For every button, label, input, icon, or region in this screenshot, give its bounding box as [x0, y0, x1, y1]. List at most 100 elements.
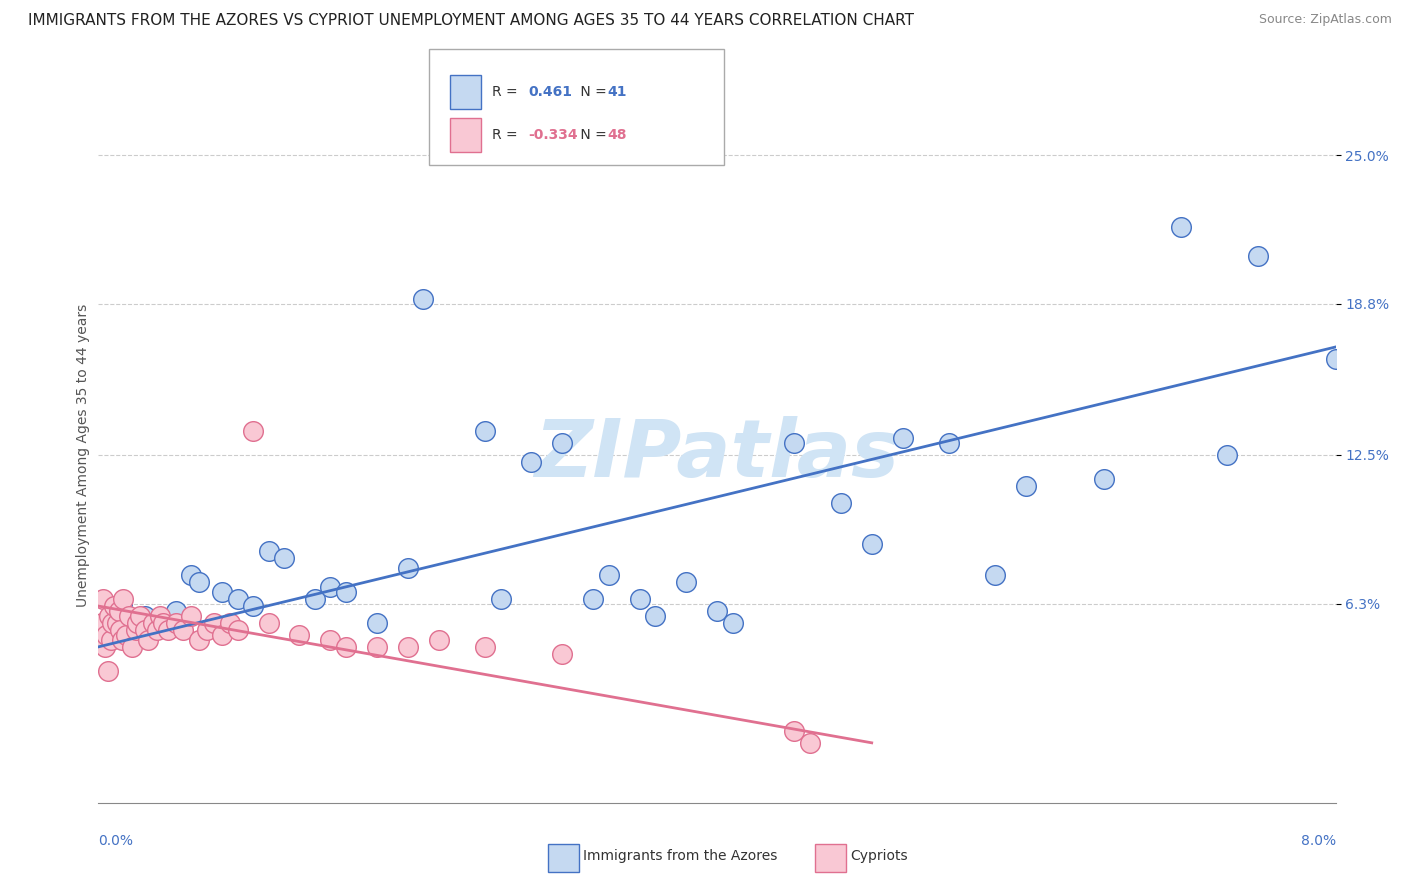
Point — [146, 623, 169, 637]
Point — [101, 615, 124, 630]
Point — [304, 591, 326, 606]
Point — [628, 591, 651, 606]
Point — [1092, 472, 1115, 486]
Point — [195, 623, 218, 637]
Point — [103, 599, 125, 613]
Point — [520, 455, 543, 469]
Point — [319, 580, 342, 594]
Text: 0.0%: 0.0% — [98, 834, 134, 848]
Point — [551, 436, 574, 450]
Point — [108, 623, 131, 637]
Point — [134, 623, 156, 637]
Point — [551, 647, 574, 661]
Point — [219, 615, 242, 630]
Point — [129, 608, 152, 623]
Point — [1247, 249, 1270, 263]
Text: Cypriots: Cypriots — [851, 849, 908, 863]
Point — [938, 436, 960, 450]
Text: 41: 41 — [607, 85, 627, 99]
Text: 0.461: 0.461 — [529, 85, 572, 99]
Point — [118, 615, 141, 630]
Point — [97, 664, 120, 678]
Point — [180, 608, 202, 623]
Point — [242, 424, 264, 438]
Point — [984, 567, 1007, 582]
Point — [273, 551, 295, 566]
Point — [180, 567, 202, 582]
Point — [127, 615, 149, 630]
Point — [427, 632, 450, 647]
Point — [157, 623, 180, 637]
Point — [165, 615, 187, 630]
Point — [366, 615, 388, 630]
Text: R =: R = — [492, 85, 522, 99]
Point — [112, 591, 135, 606]
Point — [100, 632, 122, 647]
Text: Immigrants from the Azores: Immigrants from the Azores — [583, 849, 778, 863]
Point — [644, 608, 666, 623]
Point — [211, 584, 233, 599]
Point — [366, 640, 388, 654]
Point — [598, 567, 620, 582]
Text: N =: N = — [576, 85, 612, 99]
Point — [226, 591, 249, 606]
Point — [111, 597, 132, 611]
Point — [474, 640, 496, 654]
Point — [319, 632, 342, 647]
Point — [783, 436, 806, 450]
Point — [90, 615, 112, 630]
Point — [96, 628, 118, 642]
Point — [226, 623, 249, 637]
Point — [396, 640, 419, 654]
Text: Source: ZipAtlas.com: Source: ZipAtlas.com — [1258, 13, 1392, 27]
Y-axis label: Unemployment Among Ages 35 to 44 years: Unemployment Among Ages 35 to 44 years — [76, 303, 90, 607]
Text: -0.334: -0.334 — [529, 128, 578, 142]
Text: R =: R = — [492, 128, 522, 142]
Point — [675, 575, 697, 590]
Point — [204, 615, 226, 630]
Point — [242, 599, 264, 613]
Point — [860, 537, 883, 551]
Point — [124, 623, 146, 637]
Point — [335, 584, 357, 599]
Point — [105, 615, 128, 630]
Point — [93, 640, 115, 654]
Point — [474, 424, 496, 438]
Point — [111, 632, 132, 647]
Point — [188, 632, 211, 647]
Point — [152, 615, 174, 630]
Text: ZIPatlas: ZIPatlas — [534, 416, 900, 494]
Text: IMMIGRANTS FROM THE AZORES VS CYPRIOT UNEMPLOYMENT AMONG AGES 35 TO 44 YEARS COR: IMMIGRANTS FROM THE AZORES VS CYPRIOT UN… — [28, 13, 914, 29]
Point — [165, 604, 187, 618]
Point — [172, 623, 194, 637]
Point — [149, 608, 172, 623]
Point — [891, 431, 914, 445]
Point — [211, 628, 233, 642]
Point — [412, 292, 434, 306]
Point — [706, 604, 728, 618]
Point — [134, 608, 156, 623]
Point — [799, 736, 821, 750]
Point — [115, 628, 138, 642]
Point — [257, 544, 280, 558]
Point — [830, 496, 852, 510]
Point — [121, 640, 143, 654]
Point — [1170, 219, 1192, 234]
Point — [107, 604, 129, 618]
Point — [98, 608, 121, 623]
Point — [257, 615, 280, 630]
Point — [141, 615, 165, 630]
Point — [188, 575, 211, 590]
Point — [118, 608, 141, 623]
Point — [91, 591, 114, 606]
Point — [783, 723, 806, 738]
Point — [288, 628, 311, 642]
Text: 48: 48 — [607, 128, 627, 142]
Point — [1015, 479, 1038, 493]
Point — [582, 591, 605, 606]
Point — [335, 640, 357, 654]
Point — [1324, 351, 1347, 366]
Text: 8.0%: 8.0% — [1301, 834, 1336, 848]
Text: N =: N = — [576, 128, 612, 142]
Point — [489, 591, 512, 606]
